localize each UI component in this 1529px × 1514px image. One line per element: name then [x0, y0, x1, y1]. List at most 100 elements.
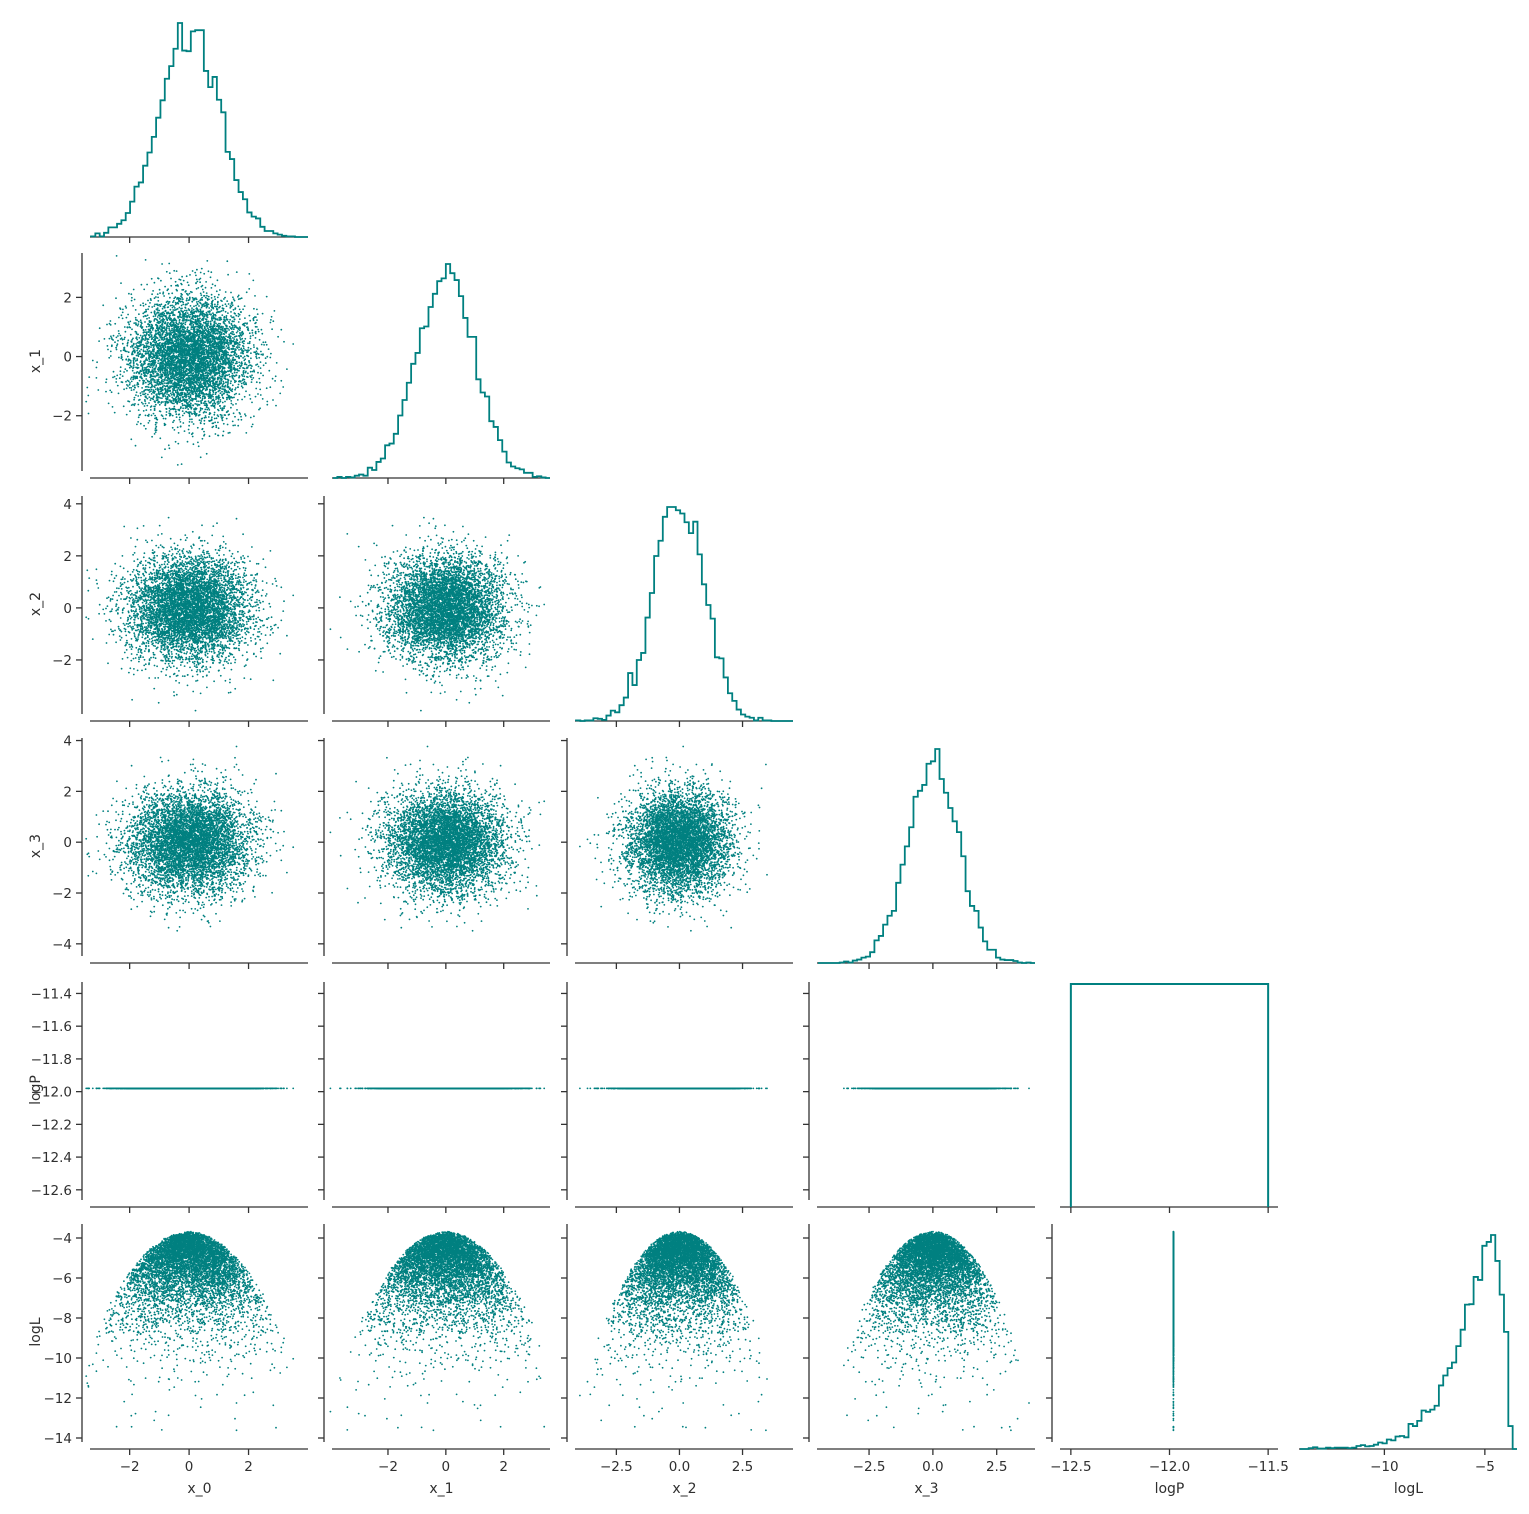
scatter-point	[204, 417, 206, 419]
scatter-point	[250, 337, 252, 339]
scatter-point	[204, 420, 206, 422]
scatter-point	[152, 376, 154, 378]
scatter-point	[262, 313, 264, 315]
scatter-point	[220, 401, 222, 403]
scatter-point	[123, 388, 125, 390]
scatter-point	[230, 311, 232, 313]
y-tick-label: 0	[63, 350, 72, 366]
scatter-point	[196, 279, 198, 281]
scatter-point	[159, 289, 161, 291]
scatter-point	[238, 393, 240, 395]
scatter-point	[205, 281, 207, 283]
scatter-point	[272, 320, 274, 322]
scatter-point	[266, 404, 268, 406]
scatter-point	[157, 300, 159, 302]
scatter-point	[254, 295, 256, 297]
scatter-point	[274, 310, 276, 312]
scatter-point	[214, 285, 216, 287]
scatter-point	[196, 288, 198, 290]
scatter-point	[208, 296, 210, 298]
scatter-point	[128, 351, 130, 353]
y-tick-label: −2	[52, 409, 72, 425]
scatter-point	[234, 389, 236, 391]
scatter-point	[227, 384, 229, 386]
scatter-point	[170, 393, 172, 395]
scatter-point	[201, 268, 203, 270]
scatter-point	[150, 346, 152, 348]
scatter-point	[149, 420, 151, 422]
scatter-point	[146, 284, 148, 286]
scatter-point	[184, 310, 186, 312]
scatter-point	[145, 309, 147, 311]
scatter-point	[133, 372, 135, 374]
scatter-point	[253, 415, 255, 417]
histogram-step-x_0	[91, 23, 308, 237]
scatter-point	[108, 357, 110, 359]
scatter-point	[258, 331, 260, 333]
scatter-point	[257, 313, 259, 315]
scatter-point	[250, 367, 252, 369]
scatter-point	[145, 415, 147, 417]
scatter-point	[190, 403, 192, 405]
scatter-point	[269, 357, 271, 359]
y-axis-label-x_1: x_1	[28, 349, 44, 373]
scatter-point	[222, 402, 224, 404]
scatter-point	[99, 327, 101, 329]
scatter-point	[239, 309, 241, 311]
scatter-point	[231, 403, 233, 405]
scatter-point	[268, 348, 270, 350]
scatter-point	[249, 362, 251, 364]
scatter-point	[120, 350, 122, 352]
scatter-point	[172, 427, 174, 429]
scatter-point	[197, 442, 199, 444]
scatter-point	[117, 335, 119, 337]
scatter-point	[238, 419, 240, 421]
scatter-point	[147, 308, 149, 310]
scatter-point	[140, 335, 142, 337]
scatter-point	[107, 349, 109, 351]
scatter-point	[265, 357, 267, 359]
scatter-point	[200, 422, 202, 424]
scatter-point	[178, 432, 180, 434]
scatter-point	[142, 302, 144, 304]
scatter-point	[223, 298, 225, 300]
scatter-point	[184, 430, 186, 432]
scatter-point	[186, 299, 188, 301]
scatter-point	[214, 418, 216, 420]
scatter-point	[118, 317, 120, 319]
scatter-point	[206, 292, 208, 294]
scatter-x_1-vs-x_0	[85, 255, 294, 466]
panel-axes-x_0-x_0	[90, 237, 308, 243]
scatter-point	[117, 340, 119, 342]
scatter-point	[217, 304, 219, 306]
scatter-point	[232, 421, 234, 423]
scatter-point	[252, 371, 254, 373]
scatter-point	[170, 309, 172, 311]
scatter-point	[243, 348, 245, 350]
scatter-point	[96, 361, 98, 363]
scatter-point	[137, 395, 139, 397]
scatter-point	[115, 297, 117, 299]
scatter-point	[203, 273, 205, 275]
scatter-point	[233, 412, 235, 414]
scatter-point	[187, 441, 189, 443]
scatter-point	[187, 302, 189, 304]
scatter-point	[110, 351, 112, 353]
scatter-point	[174, 340, 176, 342]
scatter-point	[145, 342, 147, 344]
scatter-point	[115, 381, 117, 383]
scatter-point	[138, 321, 140, 323]
scatter-point	[218, 307, 220, 309]
scatter-point	[189, 421, 191, 423]
scatter-point	[233, 309, 235, 311]
scatter-point	[134, 397, 136, 399]
scatter-point	[122, 375, 124, 377]
scatter-point	[208, 409, 210, 411]
scatter-point	[129, 321, 131, 323]
scatter-point	[174, 307, 176, 309]
scatter-point	[241, 385, 243, 387]
scatter-point	[251, 402, 253, 404]
y-tick-label: 2	[63, 290, 72, 306]
scatter-point	[236, 372, 238, 374]
